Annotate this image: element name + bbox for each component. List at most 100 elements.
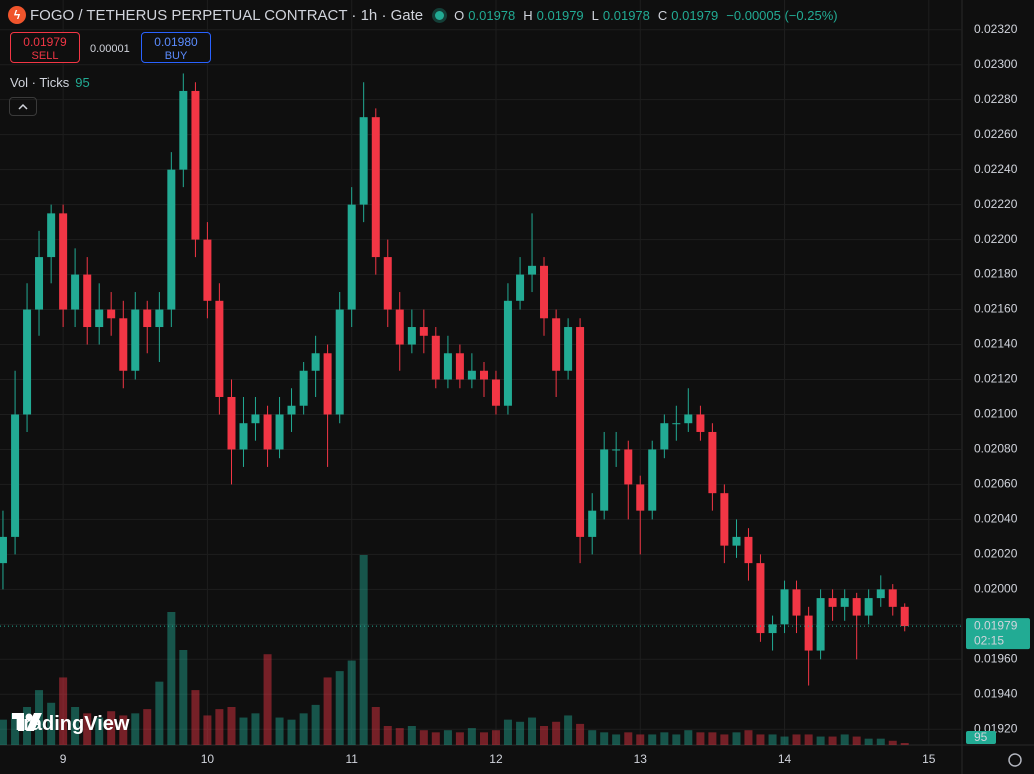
candle-body: [323, 353, 332, 415]
candle-body: [119, 318, 128, 371]
candle-body: [852, 598, 861, 616]
buy-button[interactable]: 0.01980 BUY: [141, 32, 211, 63]
candle-body: [251, 414, 260, 424]
candle-body: [203, 239, 212, 301]
ohlc-value: 0.01978: [468, 7, 516, 23]
volume-bar: [59, 677, 68, 745]
candle-body: [275, 414, 284, 450]
volume-bar: [431, 732, 440, 745]
candle-body: [552, 318, 561, 371]
ohlc-value: 0.01979: [671, 7, 719, 23]
volume-bar: [852, 736, 861, 745]
candle-body: [528, 265, 537, 275]
volume-bar: [744, 730, 753, 745]
candle-body: [479, 370, 488, 380]
candle-body: [756, 563, 765, 634]
candle-body: [407, 327, 416, 345]
volume-bar: [191, 690, 200, 745]
y-tick-label: 0.02260: [974, 127, 1018, 141]
chevron: [18, 103, 28, 110]
y-tick-label: 0.01960: [974, 651, 1018, 665]
volume-bar: [600, 732, 609, 745]
indicator-name: Vol · Ticks: [10, 75, 70, 90]
y-tick-label: 0.02100: [974, 407, 1018, 421]
candle-body: [900, 606, 909, 627]
volume-bar: [804, 734, 813, 745]
x-tick-label: 15: [922, 752, 936, 766]
volume-bar: [624, 732, 633, 745]
volume-bar: [47, 702, 56, 745]
candle-body: [191, 90, 200, 240]
change: −0.00005 (−0.25%): [726, 7, 838, 23]
candle-body: [600, 449, 609, 511]
volume-bar: [407, 726, 416, 745]
volume-bar: [335, 671, 344, 745]
candle-body: [335, 309, 344, 415]
x-tick-label: 9: [60, 752, 67, 766]
ohlc-key: H: [523, 7, 533, 23]
volume-bar: [816, 736, 825, 745]
y-tick-label: 0.02140: [974, 337, 1018, 351]
sell-button[interactable]: 0.01979 SELL: [10, 32, 80, 63]
volume-bar: [167, 612, 176, 745]
volume-bar: [708, 732, 717, 745]
volume-bar: [636, 734, 645, 745]
candle-body: [612, 449, 621, 451]
candle-body: [828, 598, 837, 607]
candle-body: [287, 405, 296, 415]
volume-bar: [179, 650, 188, 745]
candle-body: [840, 598, 849, 607]
volume-bar: [576, 723, 585, 745]
volume-bar: [876, 738, 885, 745]
candle-body: [720, 493, 729, 546]
volume-bar: [503, 719, 512, 745]
volume-bar: [287, 719, 296, 745]
candle-body: [503, 300, 512, 406]
volume-bar: [648, 734, 657, 745]
y-tick-label: 0.02300: [974, 57, 1018, 71]
candle-body: [239, 423, 248, 450]
candle-body: [467, 370, 476, 380]
volume-bar: [467, 728, 476, 745]
volume-bar: [131, 713, 140, 745]
collapse-button[interactable]: [9, 97, 37, 116]
volume-bar: [720, 734, 729, 745]
candle-body: [371, 117, 380, 258]
candle-body: [624, 449, 633, 485]
volume-bar: [780, 736, 789, 745]
candle-body: [299, 370, 308, 406]
last-price-box: [966, 618, 1030, 650]
candle-body: [816, 598, 825, 651]
candle-body: [696, 414, 705, 432]
volume-bar: [371, 707, 380, 745]
volume-bar: [155, 681, 164, 745]
candle-body: [708, 431, 717, 494]
y-tick-label: 0.02080: [974, 442, 1018, 456]
buy-label: BUY: [164, 50, 188, 62]
x-tick-label: 13: [634, 752, 648, 766]
volume-bar: [792, 734, 801, 745]
volume-bar: [215, 709, 224, 745]
watermark-icon: [12, 713, 42, 731]
y-tick-label: 0.02200: [974, 232, 1018, 246]
candle-body: [347, 204, 356, 310]
volume-bar: [672, 734, 681, 745]
candle-body: [155, 309, 164, 328]
volume-bar: [756, 734, 765, 745]
x-tick-label: 10: [201, 752, 215, 766]
volume-bar: [491, 730, 500, 745]
ohlc-key: O: [454, 7, 465, 23]
volume-value-box: [966, 731, 996, 744]
ohlc-value: 0.01978: [602, 7, 650, 23]
volume-bar: [588, 730, 597, 745]
candle-body: [455, 353, 464, 380]
x-tick-label: 11: [345, 752, 358, 766]
candle-body: [95, 309, 104, 328]
candle-body: [576, 327, 585, 537]
candle-body: [215, 300, 224, 397]
volume-bar: [828, 736, 837, 745]
symbol-title[interactable]: FOGO / TETHERUS PERPETUAL CONTRACT · 1h …: [30, 6, 424, 24]
settings-icon[interactable]: [1008, 753, 1022, 767]
ohlc-key: C: [657, 7, 668, 23]
